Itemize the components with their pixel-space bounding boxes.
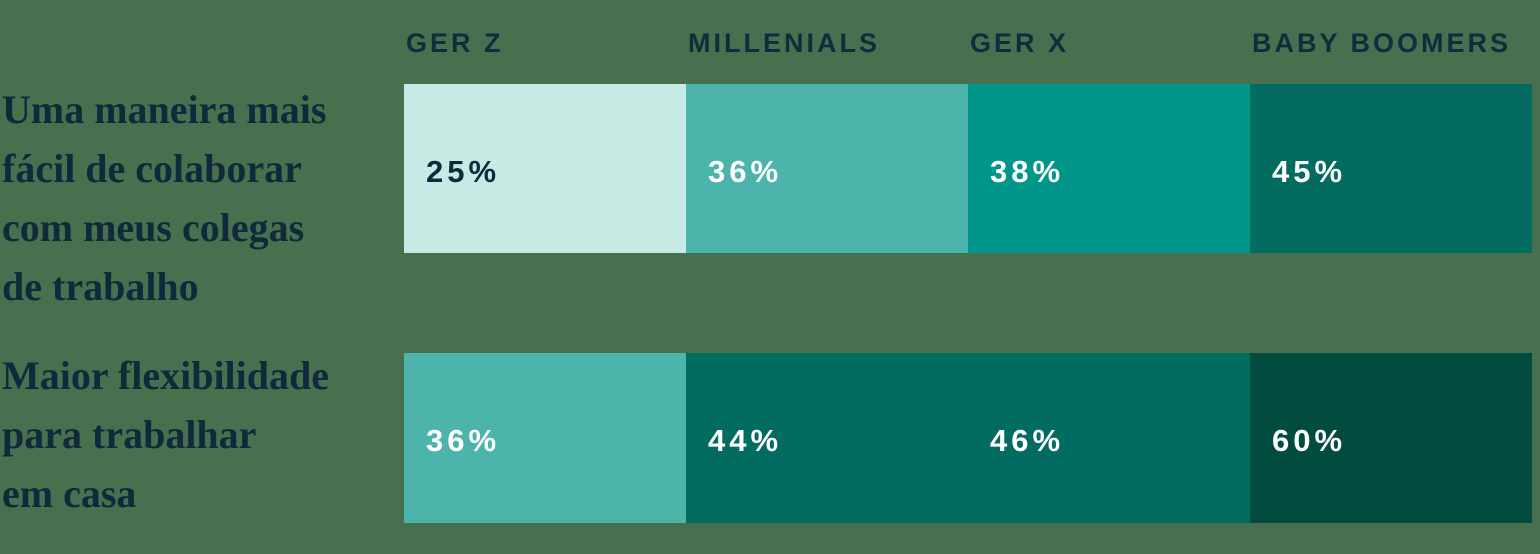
row-label-flexibilidade: Maior flexibilidade para trabalhar em ca… [2,353,330,516]
column-headers: GER Z MILLENIALS GER X BABY BOOMERS [404,28,1532,59]
cell-flexibilidade-baby-boomers: 60% [1250,353,1532,523]
column-header-ger-z: GER Z [406,28,504,58]
cell-value: 38% [990,153,1065,189]
cell-value: 36% [426,423,501,458]
cell-colaborar-millenials: 36% [686,84,968,253]
row-label-colaborar: Uma maneira mais fácil de colaborar com … [2,87,327,309]
cell-colaborar-ger-z: 25% [404,84,686,253]
cell-colaborar-ger-x: 38% [968,84,1250,253]
column-header-ger-x: GER X [970,28,1070,58]
cell-value: 36% [708,153,783,189]
cell-flexibilidade-ger-z: 36% [404,353,686,523]
bar-row-flexibilidade: 36% 44% 46% 60% [404,353,1532,523]
cell-value: 44% [708,423,783,458]
cell-flexibilidade-ger-x: 46% [968,353,1250,523]
cell-flexibilidade-millenials: 44% [686,353,968,523]
column-header-baby-boomers: BABY BOOMERS [1252,28,1512,58]
cell-value: 45% [1272,153,1347,189]
cell-colaborar-baby-boomers: 45% [1250,84,1532,253]
cell-value: 60% [1272,423,1347,458]
cell-value: 46% [990,423,1065,458]
bar-row-colaborar: 25% 36% 38% 45% [404,84,1532,253]
column-header-millenials: MILLENIALS [688,28,880,58]
cell-value: 25% [426,153,501,189]
